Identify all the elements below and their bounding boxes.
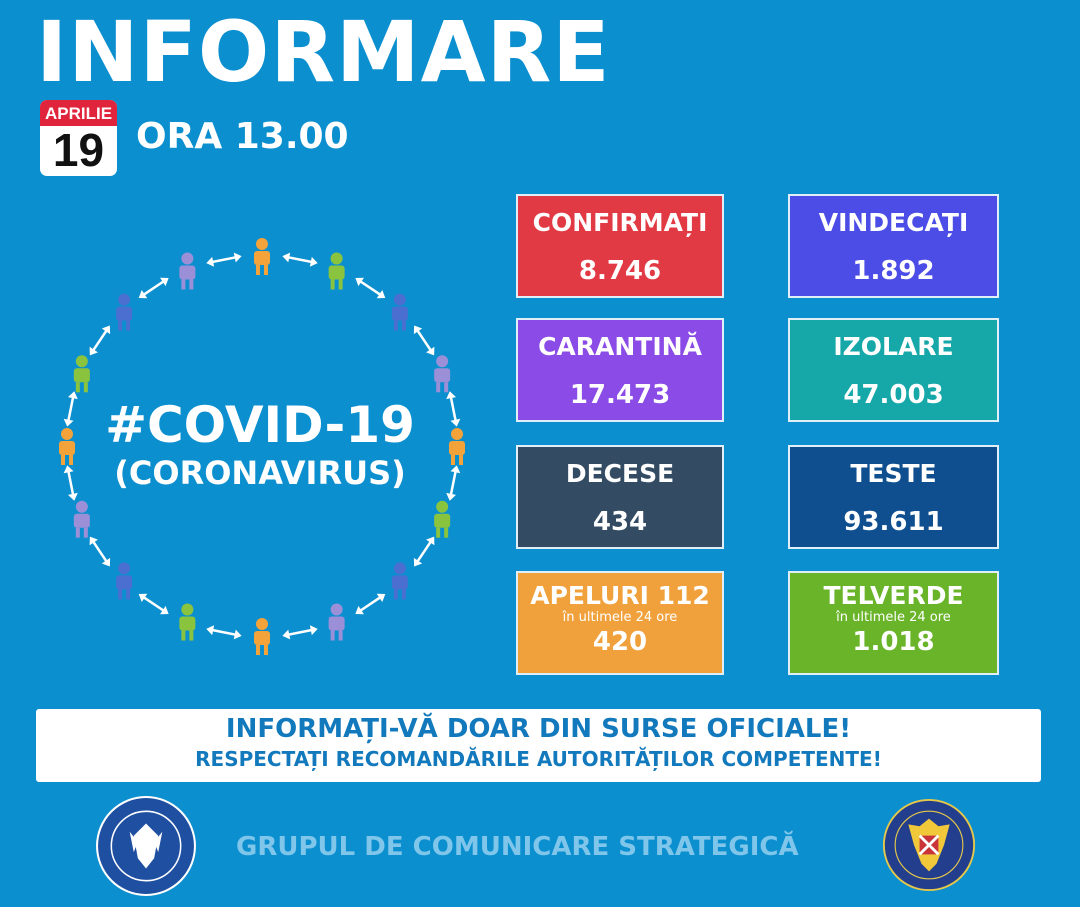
footer-text: GRUPUL DE COMUNICARE STRATEGICĂ	[236, 832, 799, 862]
stat-box-telverde: TELVERDE în ultimele 24 ore 1.018	[788, 571, 999, 675]
stat-label: IZOLARE	[833, 332, 954, 361]
stat-sublabel: în ultimele 24 ore	[562, 610, 678, 625]
banner-line-2: RESPECTAȚI RECOMANDĂRILE AUTORITĂȚILOR C…	[195, 747, 882, 771]
covid-hashtag: #COVID-19 (CORONAVIRUS)	[100, 395, 420, 491]
person-icon	[391, 293, 408, 331]
stat-label: TELVERDE	[823, 581, 964, 610]
double-arrow-icon	[355, 277, 386, 299]
calendar-day: 19	[52, 124, 105, 176]
banner-line-1: INFORMAȚI-VĂ DOAR DIN SURSE OFICIALE!	[225, 714, 852, 744]
stat-value: 8.746	[578, 256, 662, 286]
stat-label: CARANTINĂ	[538, 332, 702, 361]
double-arrow-icon	[206, 252, 242, 267]
person-icon	[73, 500, 90, 538]
double-arrow-icon	[138, 593, 169, 615]
stat-label: CONFIRMAȚI	[532, 208, 708, 237]
person-icon	[116, 562, 133, 600]
person-icon	[73, 355, 90, 393]
stat-box-isolation: IZOLARE 47.003	[788, 318, 999, 422]
dsu-logo	[882, 798, 976, 892]
stat-box-deaths: DECESE 434	[516, 445, 724, 549]
person-icon	[254, 238, 270, 275]
person-icon	[434, 500, 451, 538]
double-arrow-icon	[446, 391, 461, 427]
double-arrow-icon	[446, 465, 461, 501]
stat-value: 434	[592, 507, 648, 537]
double-arrow-icon	[282, 625, 318, 640]
double-arrow-icon	[63, 391, 78, 427]
stat-label: TESTE	[850, 459, 937, 488]
stat-box-tests: TESTE 93.611	[788, 445, 999, 549]
double-arrow-icon	[63, 465, 78, 501]
person-icon	[116, 293, 133, 331]
stat-box-recovered: VINDECAȚI 1.892	[788, 194, 999, 298]
double-arrow-icon	[89, 536, 111, 567]
government-logo	[96, 796, 196, 896]
hashtag-sub: (CORONAVIRUS)	[114, 454, 406, 492]
person-icon	[449, 428, 465, 465]
double-arrow-icon	[282, 252, 318, 267]
stat-value: 17.473	[569, 380, 671, 410]
stat-box-confirmed: CONFIRMAȚI 8.746	[516, 194, 724, 298]
stat-value: 1.892	[852, 256, 935, 286]
stat-value: 420	[592, 627, 648, 657]
person-icon	[179, 252, 196, 290]
page-title: INFORMARE	[36, 3, 611, 101]
stat-label: APELURI 112	[530, 581, 710, 610]
double-arrow-icon	[355, 593, 386, 615]
stat-label: DECESE	[565, 459, 675, 488]
double-arrow-icon	[413, 536, 435, 567]
person-icon	[391, 562, 408, 600]
calendar-icon: APRILIE 19	[40, 100, 117, 176]
stat-value: 1.018	[852, 627, 935, 657]
report-time: ORA 13.00	[136, 116, 349, 157]
calendar-month: APRILIE	[40, 100, 117, 126]
people-ring-illustration	[59, 238, 465, 655]
hashtag-main: #COVID-19	[105, 396, 415, 454]
person-icon	[254, 618, 270, 655]
double-arrow-icon	[138, 277, 169, 299]
stat-box-calls-112: APELURI 112 în ultimele 24 ore 420	[516, 571, 724, 675]
person-icon	[434, 355, 451, 393]
person-icon	[328, 252, 345, 290]
official-sources-banner: INFORMAȚI-VĂ DOAR DIN SURSE OFICIALE! RE…	[36, 709, 1041, 782]
stat-box-quarantine: CARANTINĂ 17.473	[516, 318, 724, 422]
person-icon	[179, 603, 196, 641]
double-arrow-icon	[89, 325, 111, 356]
double-arrow-icon	[206, 625, 242, 640]
stat-value: 47.003	[843, 380, 944, 410]
stat-value: 93.611	[843, 507, 944, 537]
double-arrow-icon	[413, 325, 435, 356]
stat-label: VINDECAȚI	[818, 208, 969, 237]
stat-sublabel: în ultimele 24 ore	[836, 610, 951, 625]
person-icon	[59, 428, 75, 465]
person-icon	[328, 603, 345, 641]
